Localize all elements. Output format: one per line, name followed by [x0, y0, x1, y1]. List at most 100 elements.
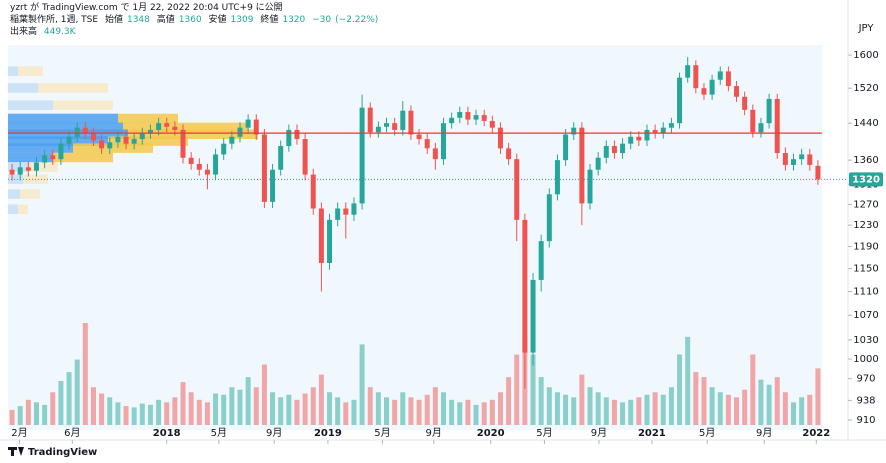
volume-bar: [25, 399, 31, 425]
candle-body: [611, 146, 617, 154]
volume-bar: [685, 336, 691, 425]
volume-bar: [644, 394, 650, 425]
volume-bar: [318, 374, 324, 425]
high-label: 高値: [156, 15, 175, 25]
candle-body: [807, 154, 813, 165]
candle-body: [530, 279, 536, 353]
volume-value: 449.3K: [43, 27, 76, 37]
candle-body: [677, 77, 683, 124]
candle-body: [180, 129, 186, 158]
plot-background: [8, 45, 822, 430]
volume-bar: [807, 394, 813, 425]
candle-body: [42, 155, 48, 163]
volume-bar: [514, 354, 520, 425]
volume-bar: [473, 404, 479, 425]
volume-bar: [725, 394, 731, 425]
profile-down: [128, 129, 258, 139]
candle-body: [131, 139, 137, 144]
volume-bar: [107, 397, 113, 425]
published: yzrt が TradingView.com で 1月 22, 2022 20:…: [10, 3, 283, 13]
volume-bar: [701, 377, 707, 425]
candle-body: [66, 136, 72, 144]
volume-bar: [595, 392, 601, 425]
volume-bar: [270, 392, 276, 425]
profile-up: [8, 122, 123, 133]
change-pct: (−2.22%): [335, 15, 379, 25]
candle-body: [400, 110, 406, 130]
y-tick-label: 970: [856, 374, 875, 385]
profile-down: [73, 143, 153, 153]
x-tick-label: 2020: [477, 428, 505, 439]
candle-body: [587, 169, 593, 204]
volume-bar: [359, 344, 365, 425]
profile-up: [8, 174, 23, 184]
volume-bar: [286, 394, 292, 425]
candle-body: [774, 98, 780, 154]
candle-body: [147, 129, 153, 134]
candle-body: [685, 65, 691, 78]
candle-body: [595, 157, 601, 170]
volume-bar: [17, 406, 23, 425]
low-value: 1309: [230, 15, 254, 25]
x-tick-label: 2018: [153, 428, 181, 439]
candle-body: [310, 174, 316, 209]
y-tick-label: 938: [856, 395, 875, 406]
profile-up: [8, 83, 38, 93]
volume-bar: [204, 402, 210, 425]
candle-body: [693, 65, 699, 89]
volume-bar: [245, 377, 251, 425]
profile-down: [53, 100, 113, 110]
candle-body: [660, 127, 666, 134]
volume-bar: [587, 387, 593, 425]
candle-body: [294, 129, 300, 140]
y-tick-label: 1150: [853, 264, 878, 275]
candle-body: [196, 163, 202, 170]
candle-body: [229, 136, 235, 144]
profile-down: [18, 66, 43, 76]
volume-bar: [66, 372, 72, 425]
volume-bar: [799, 397, 805, 425]
candle-body: [204, 169, 210, 175]
candle-body: [107, 142, 113, 149]
volume-bar: [156, 399, 162, 425]
candle-body: [33, 162, 39, 171]
volume-bar: [782, 392, 788, 425]
volume-bar: [750, 354, 756, 425]
candle-body: [139, 133, 145, 140]
volume-bar: [734, 397, 740, 425]
candle-body: [734, 86, 740, 97]
x-tick-label: 2019: [314, 428, 342, 439]
candle-body: [82, 127, 88, 134]
candle-body: [50, 155, 56, 160]
candle-body: [302, 139, 308, 175]
volume-bar: [563, 394, 569, 425]
candle-body: [58, 143, 64, 160]
volume-bar: [253, 387, 259, 425]
candle-body: [554, 160, 560, 195]
candle-body: [245, 119, 251, 128]
volume-bar: [652, 392, 658, 425]
volume-bar: [172, 397, 178, 425]
low-label: 安値: [208, 15, 227, 25]
candle-body: [123, 136, 129, 144]
volume-bar: [742, 389, 748, 425]
candle-body: [750, 109, 756, 133]
candle-body: [188, 157, 194, 164]
candle-body: [375, 126, 381, 133]
y-tick-label: 1360: [853, 155, 878, 166]
profile-down: [20, 189, 40, 199]
x-tick-label: 2022: [802, 428, 830, 439]
x-tick-label: 5月: [536, 427, 552, 439]
candle-body: [522, 219, 528, 353]
high-value: 1360: [178, 15, 202, 25]
volume-bar: [115, 402, 121, 425]
candle-body: [497, 127, 503, 149]
volume-bar: [400, 392, 406, 425]
volume-bar: [668, 387, 674, 425]
volume-bar: [424, 394, 430, 425]
candle-body: [17, 167, 23, 175]
candle-body: [335, 208, 341, 220]
legend: yzrt が TradingView.com で 1月 22, 2022 20:…: [10, 2, 382, 38]
volume-label: 出来高: [10, 27, 38, 37]
